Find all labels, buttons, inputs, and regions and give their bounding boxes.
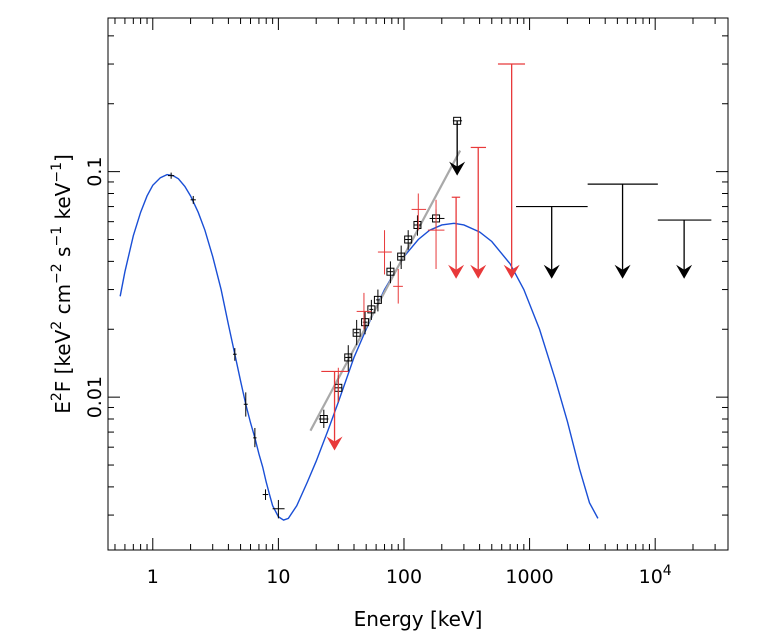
red-upper-limit-head [470,264,487,279]
y-label-kev2-sup: −1 [49,162,65,183]
y-label-s-sup: −1 [49,226,65,247]
series-layer [119,63,712,521]
x-tick-label-text: 1000 [505,566,553,588]
y-label-kev2: keV [51,182,75,226]
square-marker [413,220,422,229]
square-marker [344,353,353,362]
y-label-f: F [keV [51,329,75,392]
y-label-s: s [51,247,75,264]
y-axis-label: E2F [keV2 cm−2 s−1 keV−1] [49,154,75,414]
y-label-kev-sup: 2 [49,321,65,330]
black-upper-limit-head [449,161,466,176]
black-upper-limit-head [676,264,693,279]
y-tick-label: 0.1 [84,157,106,187]
square-marker [404,235,413,244]
plot-frame [107,17,729,551]
x-tick-label-text: 100 [386,566,422,588]
y-label-e-sup: 2 [49,392,65,401]
square-marker [373,295,382,304]
x-axis-label: Energy [keV] [354,607,483,631]
red-upper-limit-head [448,264,465,279]
y-tick-label: 0.01 [84,376,106,418]
x-tick-label-text: 10 [266,566,290,588]
x-tick-label-text: 10 [639,566,663,588]
y-label-e: E [51,401,75,414]
axis-ticks [108,18,728,550]
model-curve [119,173,599,521]
square-marker [361,318,370,327]
x-tick-label: 1 [147,566,159,588]
y-label-cm-sup: −2 [49,263,65,284]
y-label-close: ] [51,154,75,162]
y-label-cm: cm [51,284,75,321]
square-marker [319,415,328,424]
square-marker [397,252,406,261]
black-upper-limit-head [543,264,560,279]
square-marker [386,267,395,276]
x-tick-label: 104 [639,563,672,588]
square-marker [367,305,376,314]
x-tick-label: 100 [386,566,422,588]
red-upper-limit-head [503,264,520,279]
x-tick-label: 1000 [505,566,553,588]
x-tick-label: 10 [266,566,290,588]
x-tick-label-sup: 4 [663,563,672,579]
square-marker [352,328,361,337]
red-upper-limit-head [326,436,343,451]
power-law-line [309,150,462,432]
x-tick-label-text: 1 [147,566,159,588]
black-upper-limit-head [614,264,631,279]
